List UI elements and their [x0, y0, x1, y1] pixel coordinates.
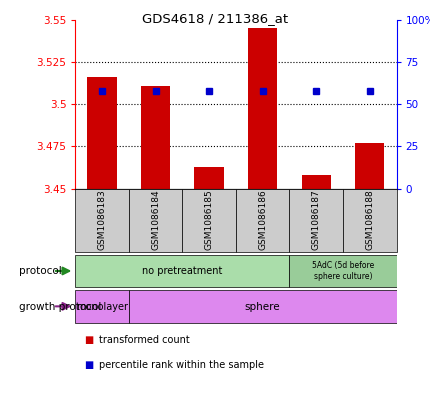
Text: GSM1086185: GSM1086185	[204, 190, 213, 250]
Bar	[354, 143, 384, 189]
Text: no pretreatment: no pretreatment	[142, 266, 222, 276]
Bar	[87, 77, 117, 189]
Text: monolayer: monolayer	[76, 301, 128, 312]
Bar	[301, 175, 330, 189]
FancyBboxPatch shape	[182, 189, 236, 252]
Bar	[194, 167, 224, 189]
Text: ■: ■	[84, 360, 93, 371]
FancyBboxPatch shape	[129, 189, 182, 252]
FancyBboxPatch shape	[289, 255, 396, 287]
Text: ■: ■	[84, 335, 93, 345]
Text: growth protocol: growth protocol	[19, 301, 101, 312]
Text: transformed count: transformed count	[99, 335, 190, 345]
Text: percentile rank within the sample: percentile rank within the sample	[99, 360, 264, 371]
FancyBboxPatch shape	[129, 290, 396, 323]
Text: GSM1086183: GSM1086183	[98, 190, 107, 250]
Text: GSM1086188: GSM1086188	[364, 190, 373, 250]
FancyBboxPatch shape	[342, 189, 396, 252]
Text: GSM1086186: GSM1086186	[258, 190, 267, 250]
Text: protocol: protocol	[19, 266, 62, 276]
FancyBboxPatch shape	[75, 290, 129, 323]
Bar	[247, 28, 277, 189]
FancyBboxPatch shape	[289, 189, 342, 252]
FancyBboxPatch shape	[75, 189, 129, 252]
Text: 5AdC (5d before
sphere culture): 5AdC (5d before sphere culture)	[311, 261, 373, 281]
Text: sphere: sphere	[244, 301, 280, 312]
FancyBboxPatch shape	[236, 189, 289, 252]
Text: GSM1086187: GSM1086187	[311, 190, 320, 250]
Text: GSM1086184: GSM1086184	[151, 190, 160, 250]
Bar	[141, 86, 170, 189]
FancyBboxPatch shape	[75, 255, 289, 287]
Text: GDS4618 / 211386_at: GDS4618 / 211386_at	[142, 12, 288, 25]
